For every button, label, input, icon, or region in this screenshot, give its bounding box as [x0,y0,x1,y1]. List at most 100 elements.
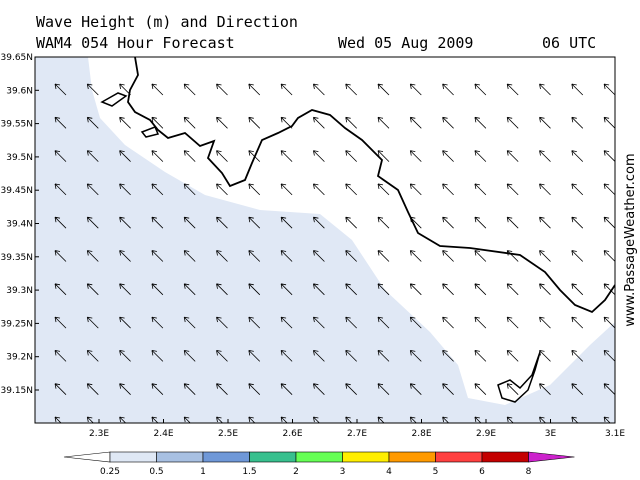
legend-label: 0.25 [100,467,120,477]
lat-tick-label: 39.4N [6,220,33,230]
wave-arrow [506,350,519,362]
wave-arrow [603,350,615,362]
wave-arrow [571,183,584,196]
wave-arrow [248,83,261,96]
wave-arrow [151,150,164,162]
wave-arrow [151,250,164,262]
wave-arrow [86,383,99,395]
wave-arrow [216,250,228,262]
wave-arrow [86,150,99,162]
wave-arrow [377,350,390,362]
wave-arrow [345,83,357,96]
legend-swatch [156,451,204,463]
color-legend: 0.25 0.5 1 1.5 2 3 4 5 6 8 [63,451,575,477]
wave-arrow [248,283,261,296]
wave-arrow [151,83,164,96]
wave-arrow [183,116,196,129]
wave-arrow [409,283,422,296]
wave-arrow [571,250,584,262]
wave-arrow [54,383,67,395]
wave-arrow [377,383,390,395]
wave-arrow [86,216,99,229]
wave-arrow [54,283,67,296]
wave-arrow [313,216,325,229]
legend-swatch [295,451,343,463]
wave-arrow [442,283,454,296]
wave-arrow [442,350,454,362]
wave-arrow [280,250,293,262]
map-frame [34,56,616,424]
wave-arrow [345,183,357,196]
lon-tick-label: 3E [545,429,557,439]
wave-arrow [409,150,422,162]
wave-arrow [377,116,390,129]
legend-label: 6 [479,467,485,477]
wave-arrow [151,350,164,362]
wave-arrow [345,383,357,395]
wave-arrow [183,316,196,329]
wave-arrow [86,116,99,129]
wave-arrow [119,116,131,129]
wave-arrow [313,350,325,362]
wave-arrow [409,316,422,329]
wave-arrow [571,283,584,296]
wave-arrow [571,350,584,362]
wave-arrow [183,83,196,96]
wave-arrow [119,350,131,362]
lon-tick-label: 2.6E [283,429,303,439]
wave-arrow [474,83,487,96]
wave-arrow [313,250,325,262]
wave-arrow [603,216,615,229]
wave-arrow [248,316,261,329]
wave-arrow [119,83,131,96]
wave-arrow [54,183,67,196]
wave-arrow [345,350,357,362]
island [140,126,160,138]
wave-arrow [603,283,615,296]
wave-arrow [119,250,131,262]
date: Wed 05 Aug 2009 [338,34,473,52]
wave-arrow [151,283,164,296]
wave-arrow [248,116,261,129]
wave-arrow [216,316,228,329]
wave-arrow [54,350,67,362]
wave-arrow [377,283,390,296]
wave-arrow [506,116,519,129]
wave-arrow [151,116,164,129]
wave-arrow [571,150,584,162]
wave-arrow [409,116,422,129]
wave-arrow [216,350,228,362]
lat-tick-label: 39.35N [1,253,34,263]
wave-arrow [345,316,357,329]
wave-arrow [539,383,551,395]
wave-arrow [409,83,422,96]
wave-arrow [345,216,357,229]
wave-arrow [506,383,519,395]
wave-arrow [474,383,487,395]
wave-arrow [474,283,487,296]
wave-arrow [377,216,390,229]
wave-arrow [313,83,325,96]
lat-tick-label: 39.5N [6,153,33,163]
wave-arrow [571,116,584,129]
legend-swatch [342,451,390,463]
wave-arrow [571,216,584,229]
legend-label: 4 [386,467,392,477]
wave-arrow [539,350,551,362]
wave-arrow [603,150,615,162]
wave-arrow [474,150,487,162]
wave-arrow [539,316,551,329]
island [100,92,128,107]
legend-swatch [109,451,157,463]
wave-arrow [216,150,228,162]
wave-arrow [539,116,551,129]
wave-arrow [442,316,454,329]
lat-tick-label: 39.55N [1,120,34,130]
lat-tick-label: 39.15N [1,386,34,396]
lat-tick-label: 39.6N [6,86,33,96]
legend-label: 0.5 [149,467,163,477]
island [497,351,541,403]
wave-arrow [442,383,454,395]
wave-arrow [216,116,228,129]
